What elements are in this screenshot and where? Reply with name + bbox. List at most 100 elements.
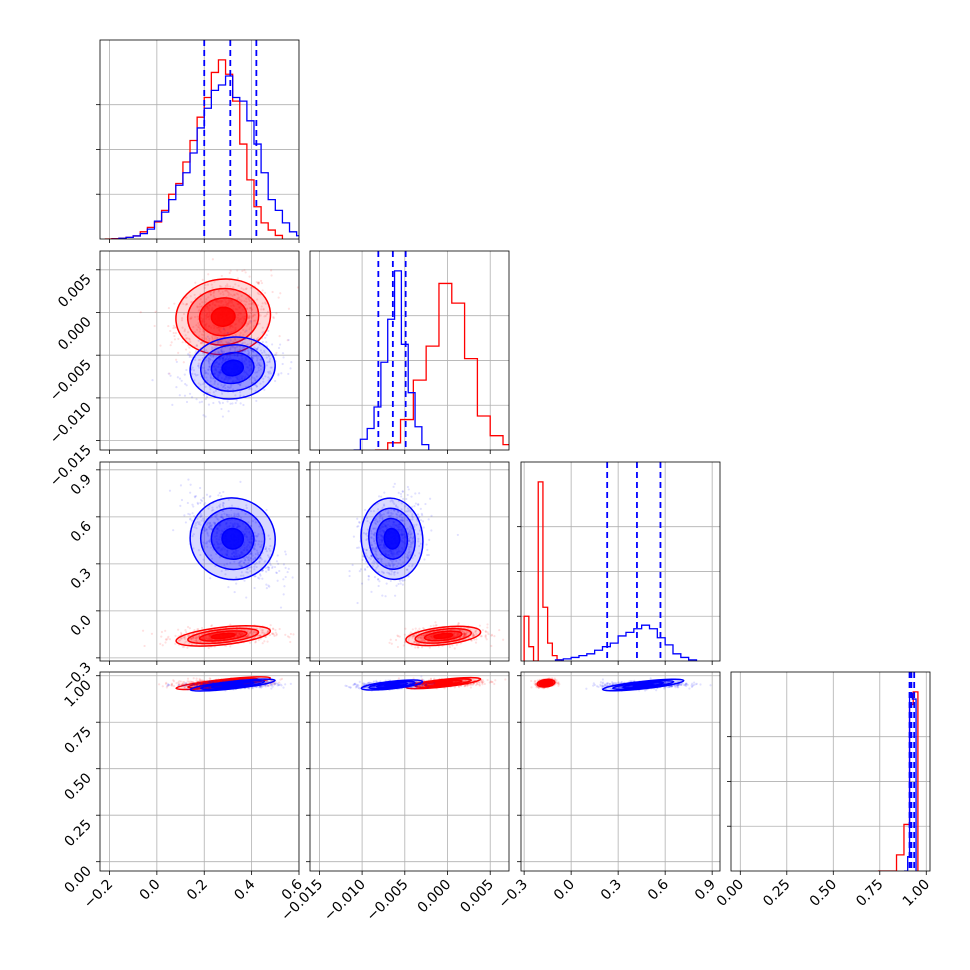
scatter-point <box>212 355 215 358</box>
scatter-point <box>399 492 403 496</box>
scatter-point <box>422 626 425 630</box>
scatter-point <box>223 563 226 567</box>
scatter-point <box>247 351 251 354</box>
scatter-point <box>164 682 168 685</box>
scatter-point <box>264 632 267 635</box>
scatter-point <box>413 635 416 638</box>
scatter-point <box>188 518 192 521</box>
scatter-point <box>215 346 218 349</box>
scatter-point <box>209 377 213 380</box>
scatter-point <box>365 548 368 551</box>
scatter-point <box>243 299 246 303</box>
scatter-point <box>460 629 463 632</box>
scatter-point <box>358 570 361 573</box>
scatter-point <box>233 346 236 350</box>
scatter-point <box>242 574 245 577</box>
scatter-point <box>409 525 412 528</box>
scatter-point <box>229 386 232 389</box>
scatter-point <box>390 560 394 563</box>
scatter-point <box>408 539 411 542</box>
scatter-point <box>220 384 223 387</box>
scatter-point <box>198 308 201 311</box>
scatter-point <box>196 628 199 631</box>
scatter-point <box>371 547 374 550</box>
scatter-point <box>197 364 200 368</box>
scatter-point <box>434 621 437 624</box>
scatter-point <box>419 636 423 639</box>
scatter-point <box>394 638 398 642</box>
scatter-point <box>255 323 259 327</box>
scatter-point <box>238 561 242 564</box>
scatter-point <box>207 296 210 299</box>
scatter-point <box>268 562 272 565</box>
scatter-point <box>243 341 246 344</box>
scatter-point <box>247 561 250 565</box>
scatter-point <box>411 542 414 545</box>
scatter-point <box>420 634 423 637</box>
scatter-point <box>209 354 212 357</box>
scatter-point <box>210 524 213 527</box>
scatter-point <box>374 552 377 555</box>
scatter-point <box>209 678 212 681</box>
scatter-point <box>222 350 225 353</box>
scatter-point <box>399 563 403 566</box>
scatter-point <box>370 555 373 558</box>
scatter-point <box>258 634 261 637</box>
scatter-point <box>267 568 270 571</box>
scatter-point <box>391 512 394 515</box>
scatter-point <box>212 356 215 359</box>
scatter-point <box>219 349 223 352</box>
scatter-point <box>249 630 253 633</box>
scatter-point <box>247 349 250 352</box>
scatter-point <box>202 330 205 333</box>
scatter-point <box>209 577 212 580</box>
scatter-point <box>204 501 207 505</box>
scatter-point <box>195 677 198 680</box>
scatter-point <box>251 308 254 311</box>
scatter-point <box>279 292 282 295</box>
scatter-point <box>381 516 384 519</box>
scatter-point <box>190 643 193 646</box>
scatter-point <box>167 635 170 638</box>
scatter-point <box>254 575 257 578</box>
scatter-point <box>392 485 395 488</box>
scatter-point <box>183 329 186 333</box>
scatter-point <box>401 490 404 493</box>
scatter-point <box>199 512 202 515</box>
scatter-point <box>258 362 261 365</box>
scatter-point <box>248 328 251 331</box>
scatter-point <box>472 633 475 636</box>
scatter-point <box>198 302 201 306</box>
scatter-point <box>235 341 238 344</box>
scatter-point <box>225 678 228 682</box>
scatter-point <box>229 339 232 342</box>
scatter-point <box>258 577 261 580</box>
scatter-point <box>258 363 261 367</box>
scatter-point <box>484 630 487 633</box>
scatter-point <box>244 563 247 566</box>
scatter-point <box>234 401 237 405</box>
scatter-point <box>391 564 395 567</box>
scatter-point <box>204 542 207 545</box>
scatter-point <box>183 328 187 331</box>
scatter-point <box>224 568 227 572</box>
scatter-point <box>250 629 253 632</box>
scatter-point <box>230 384 233 387</box>
scatter-point <box>398 579 402 582</box>
scatter-point <box>420 638 423 642</box>
scatter-point <box>383 557 386 560</box>
scatter-point <box>358 520 361 524</box>
scatter-point <box>406 493 409 497</box>
scatter-point <box>177 682 181 685</box>
scatter-point <box>209 522 212 525</box>
scatter-point <box>141 629 145 632</box>
scatter-point <box>165 638 168 641</box>
scatter-point <box>256 534 259 537</box>
scatter-point <box>398 515 401 518</box>
scatter-point <box>239 402 242 405</box>
scatter-point <box>191 503 194 506</box>
scatter-point <box>373 548 376 551</box>
scatter-point <box>200 499 204 503</box>
scatter-point <box>192 637 195 640</box>
scatter-point <box>255 535 258 538</box>
